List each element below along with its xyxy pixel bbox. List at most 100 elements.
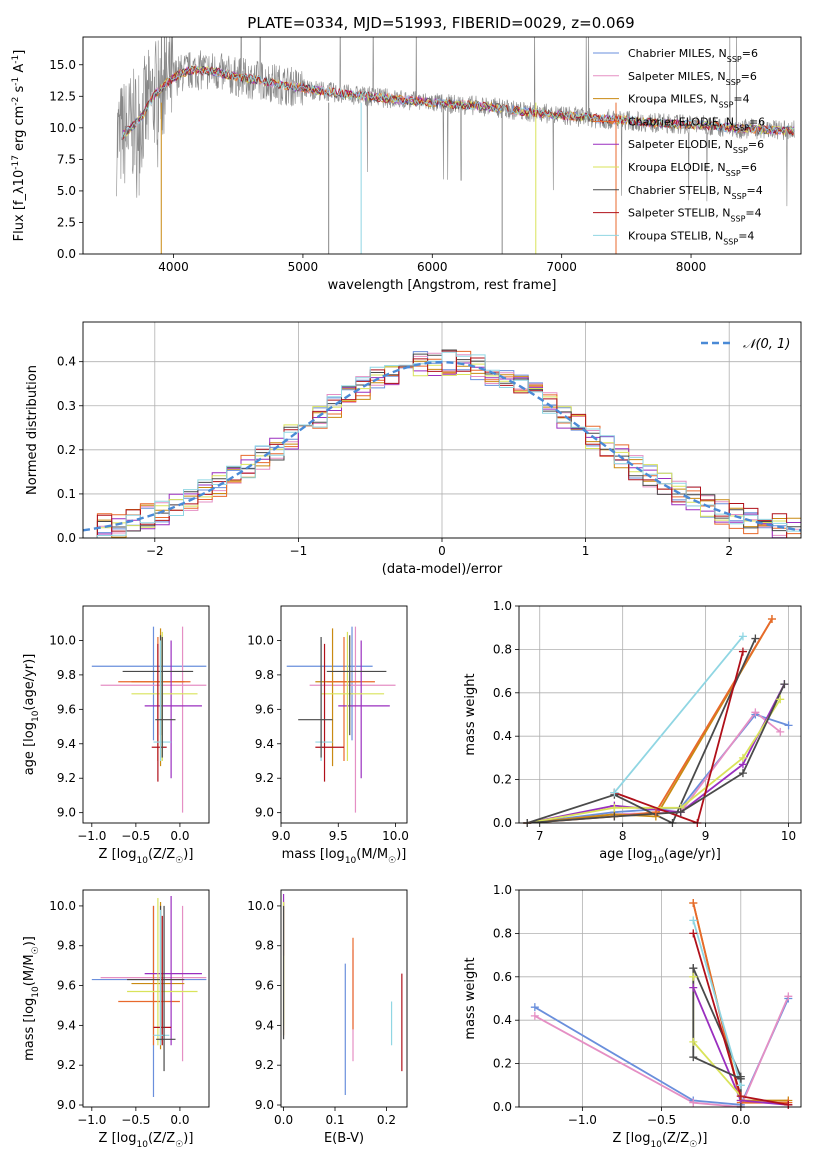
x-tick-label: −0.5 <box>647 1113 676 1127</box>
x-axis-label: age [log10(age/yr)] <box>599 847 721 866</box>
normal-curve <box>83 360 801 532</box>
y-tick-label: 9.2 <box>57 1058 76 1072</box>
x-tick-label: 7000 <box>546 260 577 274</box>
legend-label: Salpeter MILES, NSSP=6 <box>628 70 757 87</box>
data-marker <box>776 695 785 704</box>
y-tick-label: 5.0 <box>57 184 76 198</box>
data-marker <box>738 753 747 762</box>
legend-label: Chabrier ELODIE, NSSP=6 <box>628 115 765 131</box>
y-tick-label: 9.4 <box>255 1018 274 1032</box>
data-marker <box>784 721 793 730</box>
legend-label: Salpeter STELIB, NSSP=4 <box>628 207 762 224</box>
y-tick-label: 9.6 <box>255 979 274 993</box>
histogram-step <box>83 363 801 538</box>
x-tick-label: −1.0 <box>77 829 106 843</box>
x-tick-label: 10.0 <box>382 829 409 843</box>
data-marker <box>689 972 698 981</box>
plot-area-residuals <box>83 349 801 538</box>
y-tick-label: 0.3 <box>57 399 76 413</box>
plot-area-mass_vs_Z <box>91 895 207 1098</box>
y-tick-label: 9.4 <box>255 737 274 751</box>
y-tick-label: 9.8 <box>57 668 76 682</box>
x-tick-label: 9 <box>702 829 710 843</box>
x-axis-label: Z [log10(Z/Z☉)] <box>99 1131 194 1150</box>
x-tick-label: 4000 <box>158 260 189 274</box>
axes-frame <box>280 889 408 1108</box>
y-tick-label: 9.4 <box>57 1018 76 1032</box>
x-tick-label: 2 <box>725 544 733 558</box>
data-marker <box>610 803 619 812</box>
axes-frame <box>280 605 408 824</box>
y-tick-label: 9.8 <box>255 939 274 953</box>
x-axis-label: mass [log10(M/M☉)] <box>282 847 407 866</box>
legend-label: Kroupa ELODIE, NSSP=6 <box>628 161 757 178</box>
data-marker <box>689 929 698 938</box>
data-marker <box>689 964 698 973</box>
x-tick-label: −1.0 <box>77 1113 106 1127</box>
axes-frame <box>518 889 802 1108</box>
series-line <box>613 635 744 794</box>
histogram-step <box>83 351 801 538</box>
plot-area-mass_vs_EBV <box>282 893 403 1096</box>
x-tick-label: −2 <box>146 544 164 558</box>
figure-title: PLATE=0334, MJD=51993, FIBERID=0029, z=0… <box>247 14 634 32</box>
y-tick-label: 15.0 <box>49 58 76 72</box>
x-tick-label: 8000 <box>676 260 707 274</box>
y-tick-label: 1.0 <box>493 599 512 613</box>
x-tick-label: 0.2 <box>377 1113 396 1127</box>
series-line <box>692 976 742 1097</box>
model-spectrum <box>121 65 795 140</box>
x-tick-label: 6000 <box>417 260 448 274</box>
series-line <box>534 995 790 1107</box>
data-marker <box>689 1053 698 1062</box>
data-marker <box>689 1037 698 1046</box>
x-tick-label: 0.0 <box>274 1113 293 1127</box>
data-marker <box>651 808 660 817</box>
legend-label: Kroupa MILES, NSSP=4 <box>628 93 750 110</box>
x-tick-label: −1 <box>290 544 308 558</box>
series-line <box>527 713 789 823</box>
x-axis-label: wavelength [Angstrom, rest frame] <box>328 278 557 293</box>
axes-frame <box>82 889 210 1108</box>
y-tick-label: 9.0 <box>57 806 76 820</box>
data-marker <box>776 727 785 736</box>
y-tick-label: 0.6 <box>493 970 512 984</box>
y-tick-label: 9.6 <box>57 979 76 993</box>
data-marker <box>676 808 685 817</box>
data-marker <box>689 983 698 992</box>
x-tick-label: 0.0 <box>731 1113 750 1127</box>
y-tick-label: 0.8 <box>493 642 512 656</box>
model-spectrum <box>121 65 795 141</box>
y-tick-label: 10.0 <box>49 899 76 913</box>
x-tick-label: 8 <box>619 829 627 843</box>
x-tick-label: 0.0 <box>170 1113 189 1127</box>
y-tick-label: 10.0 <box>247 899 274 913</box>
y-tick-label: 7.5 <box>57 152 76 166</box>
data-marker <box>738 647 747 656</box>
plot-area-spectrum <box>116 37 795 254</box>
y-axis-label: Flux [f_λ10-17 erg cm-2 s-1 A-1] <box>11 50 27 242</box>
y-tick-label: 9.0 <box>57 1098 76 1112</box>
y-tick-label: 9.0 <box>255 806 274 820</box>
model-spectrum <box>121 65 795 140</box>
series-line <box>692 920 742 1086</box>
y-axis-label: mass weight <box>463 673 478 755</box>
data-marker <box>736 1092 745 1101</box>
y-tick-label: 9.8 <box>255 668 274 682</box>
legend-label: 𝒩(0, 1) <box>743 337 790 352</box>
y-tick-label: 10.0 <box>247 633 274 647</box>
y-axis-label: age [log10(age/yr)] <box>22 654 41 776</box>
y-tick-label: 10.0 <box>49 633 76 647</box>
data-marker <box>784 992 793 1001</box>
y-tick-label: 0.4 <box>493 1013 512 1027</box>
y-tick-label: 0.4 <box>493 729 512 743</box>
x-tick-label: 9.0 <box>271 829 290 843</box>
x-tick-label: 0.1 <box>325 1113 344 1127</box>
y-tick-label: 9.6 <box>255 702 274 716</box>
y-tick-label: 9.6 <box>57 702 76 716</box>
x-axis-label: E(B-V) <box>324 1131 364 1146</box>
data-marker <box>784 1100 793 1109</box>
x-tick-label: 9.5 <box>329 829 348 843</box>
y-axis-label: Normed distribution <box>25 365 40 495</box>
y-tick-label: 0.4 <box>57 355 76 369</box>
